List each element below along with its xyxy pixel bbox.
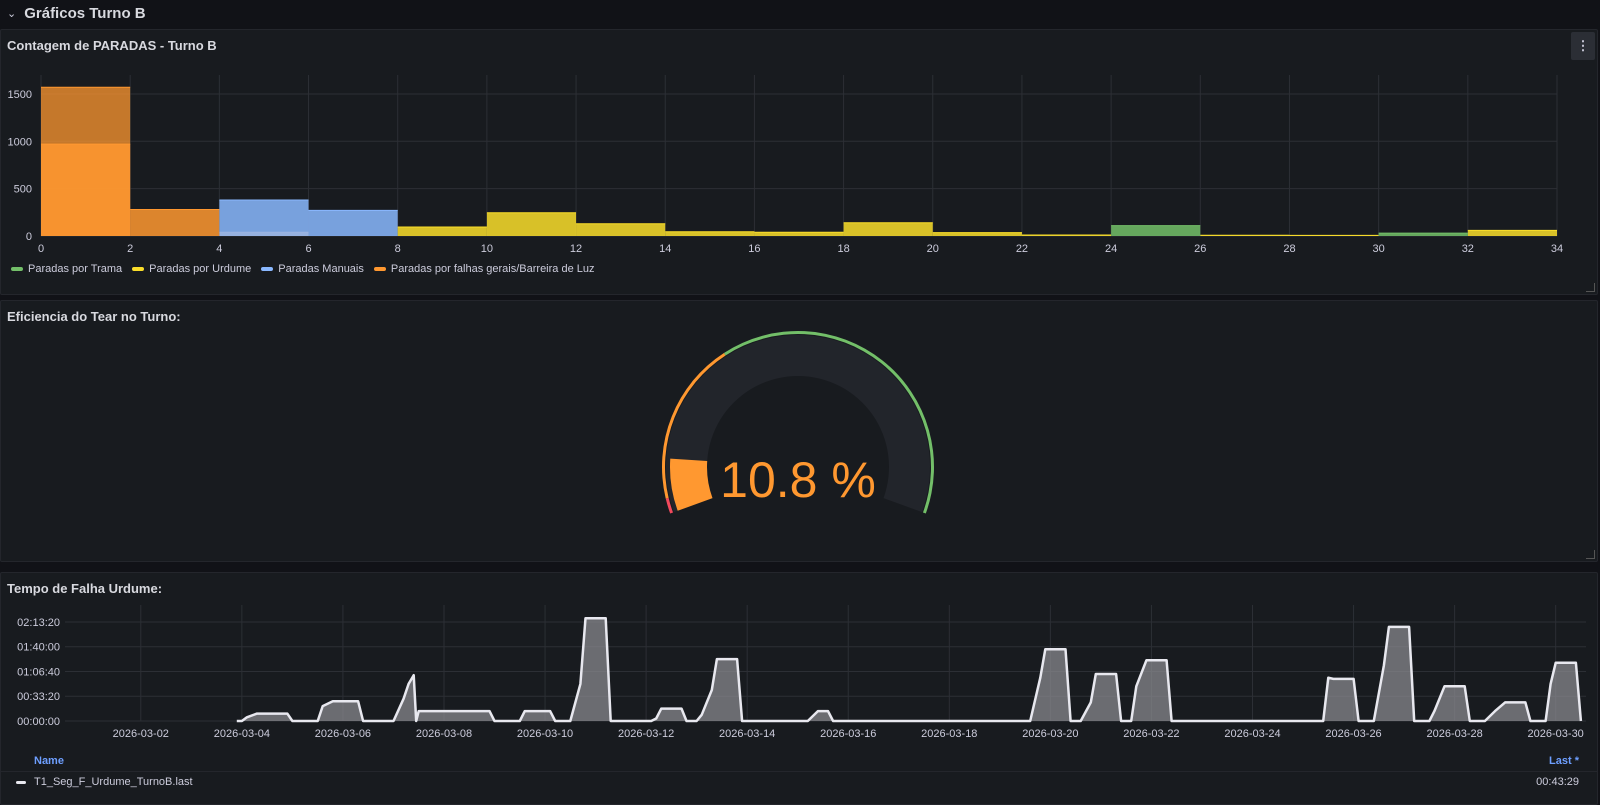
x-tick-label: 2026-03-28: [1426, 728, 1482, 740]
bar: [754, 232, 844, 236]
x-tick-label: 14: [659, 243, 671, 255]
bar: [308, 210, 398, 236]
x-tick-label: 32: [1462, 243, 1474, 255]
bar: [397, 227, 487, 236]
gauge-threshold-segment: [661, 352, 726, 499]
bar: [1111, 225, 1201, 236]
x-tick-label: 8: [395, 243, 401, 255]
x-tick-label: 2026-03-06: [315, 728, 371, 740]
efficiency-gauge: 10.8 %: [661, 331, 934, 514]
column-header-last[interactable]: Last *: [1549, 755, 1579, 767]
x-tick-label: 10: [481, 243, 493, 255]
y-tick-label: 00:00:00: [17, 716, 60, 728]
x-tick-label: 2026-03-12: [618, 728, 674, 740]
panel-resize-handle[interactable]: [1586, 550, 1595, 559]
y-tick-label: 500: [14, 184, 32, 196]
x-tick-label: 2026-03-18: [921, 728, 977, 740]
x-tick-label: 2: [127, 243, 133, 255]
column-header-name[interactable]: Name: [34, 755, 64, 767]
x-tick-label: 2026-03-14: [719, 728, 775, 740]
series-line: [236, 616, 1583, 723]
panel-menu-icon[interactable]: ⋮: [1571, 32, 1595, 60]
y-tick-label: 01:40:00: [17, 642, 60, 654]
row-title: Gráficos Turno B: [24, 5, 146, 22]
panel-tempo-falha-urdume: Tempo de Falha Urdume: 00:00:00 00:33:20 0…: [0, 572, 1598, 805]
y-tick-label: 1000: [8, 136, 32, 148]
x-tick-label: 2026-03-10: [517, 728, 573, 740]
x-tick-label: 26: [1194, 243, 1206, 255]
legend-item-trama[interactable]: Paradas por Trama: [11, 263, 122, 275]
chart-legend: Paradas por Trama Paradas por Urdume Par…: [11, 263, 595, 275]
x-tick-label: 0: [38, 243, 44, 255]
x-tick-label: 2026-03-04: [214, 728, 270, 740]
legend-table-header: Name Last *: [1, 753, 1597, 769]
gauge-value-arc: [670, 458, 713, 511]
series-last-value: 00:43:29: [1536, 776, 1579, 788]
x-tick-label: 18: [837, 243, 849, 255]
x-tick-label: 16: [748, 243, 760, 255]
x-tick-label: 2026-03-20: [1022, 728, 1078, 740]
bar: [1378, 233, 1468, 236]
panel-title: Contagem de PARADAS - Turno B: [7, 38, 217, 53]
legend-item-falhas[interactable]: Paradas por falhas gerais/Barreira de Lu…: [373, 263, 595, 275]
bar: [1467, 230, 1557, 236]
x-tick-label: 12: [570, 243, 582, 255]
panel-resize-handle[interactable]: [1586, 283, 1595, 292]
x-tick-label: 2026-03-30: [1528, 728, 1584, 740]
bar: [486, 212, 577, 236]
stacked-bar-chart: 0 2 4 6 8 10 12 14 16 18 20 22 24 26 28 30 32 34050010001…: [8, 75, 1563, 255]
legend-swatch-manuais: [261, 267, 274, 271]
bar: [843, 222, 933, 236]
bar: [130, 209, 220, 236]
series-swatch: [16, 781, 26, 784]
x-tick-label: 20: [927, 243, 939, 255]
x-tick-label: 2026-03-02: [113, 728, 169, 740]
legend-item-urdume[interactable]: Paradas por Urdume: [132, 263, 251, 275]
x-tick-label: 6: [305, 243, 311, 255]
y-tick-label: 1500: [8, 89, 32, 101]
x-tick-label: 2026-03-24: [1224, 728, 1280, 740]
bar: [665, 231, 755, 236]
x-tick-label: 2026-03-26: [1325, 728, 1381, 740]
y-tick-label: 0: [26, 231, 32, 243]
series-area: [236, 618, 1581, 721]
y-tick-label: 00:33:20: [17, 691, 60, 703]
legend-label: Paradas Manuais: [278, 263, 364, 275]
row-header-graficos-turno-b[interactable]: ⌄ Gráficos Turno B: [0, 0, 1600, 27]
y-tick-label: 01:06:40: [17, 666, 60, 678]
x-tick-label: 30: [1373, 243, 1385, 255]
x-tick-label: 2026-03-22: [1123, 728, 1179, 740]
panel-title: Eficiencia do Tear no Turno:: [7, 309, 181, 324]
x-tick-label: 22: [1016, 243, 1028, 255]
bar: [41, 144, 131, 236]
legend-label: Paradas por falhas gerais/Barreira de Lu…: [390, 263, 595, 275]
gauge-threshold-segment: [665, 497, 674, 514]
x-tick-label: 28: [1283, 243, 1295, 255]
series-name: T1_Seg_F_Urdume_TurnoB.last: [34, 776, 193, 788]
x-tick-label: 24: [1105, 243, 1117, 255]
x-tick-label: 2026-03-16: [820, 728, 876, 740]
chevron-down-icon[interactable]: ⌄: [7, 8, 17, 20]
panel-contagem-paradas: Contagem de PARADAS - Turno B ⋮ 0 2 4 6 8 10 1…: [0, 29, 1598, 295]
legend-table-row[interactable]: T1_Seg_F_Urdume_TurnoB.last 00:43:29: [1, 771, 1597, 792]
x-tick-label: 2026-03-08: [416, 728, 472, 740]
x-tick-label: 4: [216, 243, 222, 255]
panel-title: Tempo de Falha Urdume:: [7, 581, 163, 596]
bar: [932, 232, 1022, 236]
panel-eficiencia: Eficiencia do Tear no Turno: 10.8 %: [0, 300, 1598, 562]
legend-label: Paradas por Trama: [28, 263, 123, 275]
time-series-chart: 00:00:00 00:33:20 01:06:40 01:40:00 02:13:20…: [17, 605, 1586, 740]
y-tick-label: 02:13:20: [17, 617, 60, 629]
x-tick-label: 34: [1551, 243, 1563, 255]
gauge-track: [666, 334, 931, 513]
legend-label: Paradas por Urdume: [149, 263, 252, 275]
bar: [219, 200, 309, 236]
bar: [576, 223, 666, 236]
legend-swatch-urdume: [132, 267, 145, 271]
gauge-value: 10.8 %: [720, 452, 876, 508]
legend-item-manuais[interactable]: Paradas Manuais: [261, 263, 364, 275]
legend-swatch-trama: [11, 267, 23, 271]
legend-swatch-falhas: [373, 267, 386, 271]
